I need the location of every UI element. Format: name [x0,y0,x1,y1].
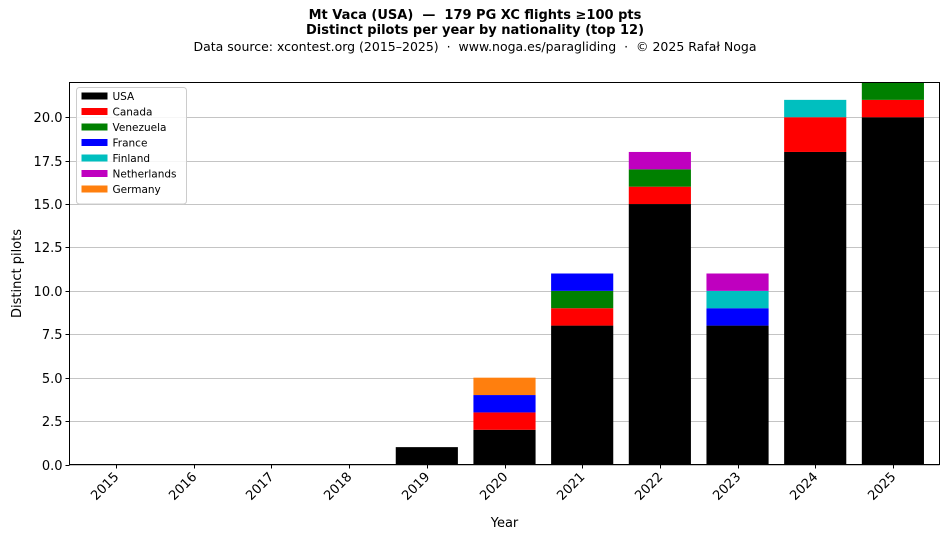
x-axis-ticks: 2015 2016 2017 2018 2019 2020 2021 2022 2023 2024… [88,464,899,504]
bar-segment-france [706,308,769,326]
legend-swatch-germany [81,185,108,193]
bar-segment-canada [861,99,924,118]
legend-label: Finland [113,153,151,165]
x-tick-label: 2021 [554,470,588,504]
bar-segment-venezuela [861,82,924,100]
x-tick-label: 2015 [88,470,122,504]
y-tick-label: 20.0 [34,111,63,126]
x-tick-label: 2016 [166,470,200,504]
legend-swatch-finland [81,154,108,162]
chart-title: Mt Vaca (USA) — 179 PG XC flights ≥100 p… [308,8,642,23]
chart-subtitle: Distinct pilots per year by nationality … [305,23,645,38]
legend-swatch-france [81,139,108,146]
bar-segment-usa [706,325,769,465]
legend-swatch-netherlands [81,170,108,177]
bar-segment-venezuela [628,169,691,187]
x-tick-label: 2020 [477,470,511,504]
x-tick-label: 2023 [710,470,744,504]
y-tick-label: 12.5 [34,241,63,256]
bar-segment-usa [395,447,458,465]
legend-swatch-canada [81,108,108,115]
plot-frame [69,82,940,465]
bar-segment-canada [473,412,536,430]
bar-segment-france [551,273,614,291]
x-tick-label: 2019 [399,470,433,504]
bar-segment-usa [861,117,924,465]
y-tick-label: 10.0 [34,285,63,300]
x-axis-label: Year [490,516,519,531]
bar-segment-venezuela [551,290,614,309]
bar-segment-germany [473,377,536,396]
chart-titles: Mt Vaca (USA) — 179 PG XC flights ≥100 p… [0,8,950,55]
bar-segment-canada [784,117,847,152]
legend: USA Canada Venezuela France Finland Netherlan… [76,87,187,205]
y-axis-label: Distinct pilots [10,229,25,318]
bar-segment-canada [628,186,691,205]
bar-segment-usa [473,429,536,465]
y-tick-label: 2.5 [42,415,63,430]
y-tick-label: 17.5 [34,155,63,170]
y-axis-ticks: 0.0 2.5 5.0 7.5 10.0 12.5 15.0 17.5 20.0 [34,111,70,474]
bar-segment-canada [551,308,614,326]
x-tick-label: 2024 [787,470,821,504]
x-tick-label: 2025 [865,470,899,504]
bar-segment-netherlands [706,273,769,291]
legend-label: Venezuela [113,122,167,134]
legend-swatch-venezuela [81,123,108,131]
legend-label: Canada [113,106,153,118]
bar-segment-usa [551,325,614,465]
bar-segment-france [473,395,536,413]
y-tick-label: 0.0 [42,459,63,474]
y-tick-label: 5.0 [42,372,63,387]
bar-segment-usa [784,151,847,465]
y-tick-label: 15.0 [34,198,63,213]
data-source-line: Data source: xcontest.org (2015–2025) · … [193,39,757,54]
bars [395,82,924,465]
x-tick-label: 2017 [243,470,277,504]
legend-label: Germany [113,184,161,196]
x-tick-label: 2022 [632,470,666,504]
bar-segment-finland [784,99,847,118]
x-tick-label: 2018 [321,470,355,504]
legend-label: Netherlands [113,168,177,180]
bar-segment-usa [628,204,691,465]
bar-segment-finland [706,290,769,309]
y-tick-label: 7.5 [42,328,63,343]
legend-label: France [113,137,148,149]
bar-segment-netherlands [628,151,691,170]
legend-swatch-usa [81,92,108,100]
legend-label: USA [113,91,136,103]
